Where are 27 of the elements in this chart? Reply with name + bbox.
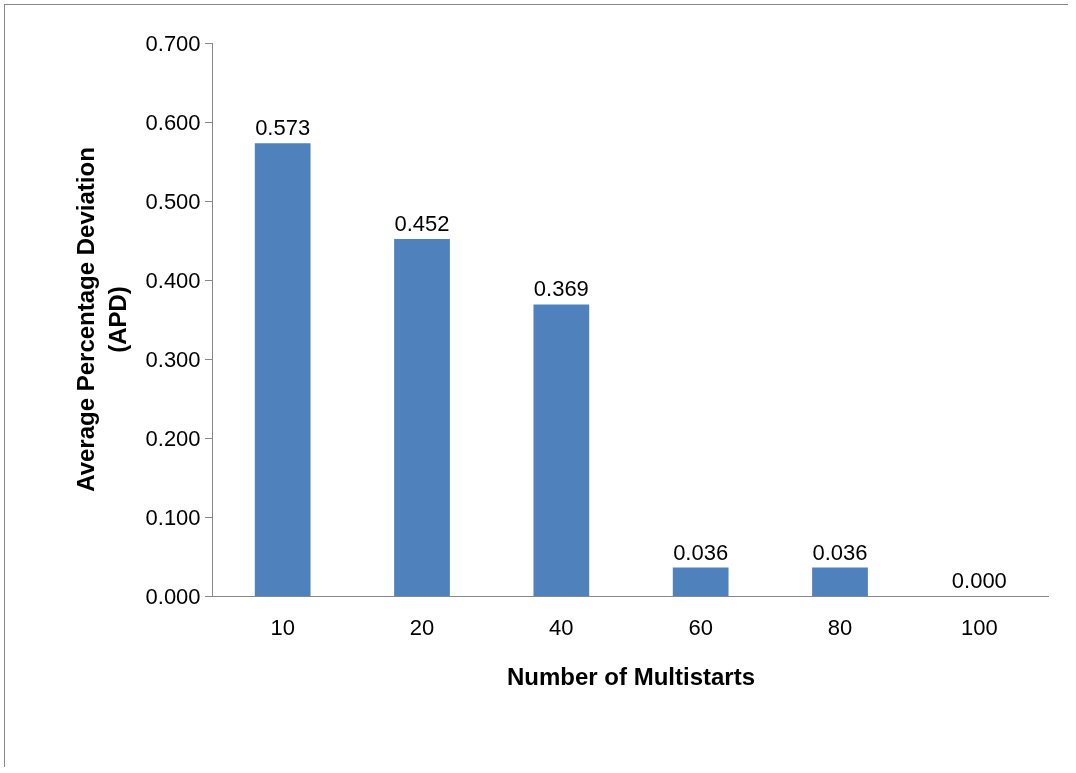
bar [394,238,450,596]
x-tick-label: 100 [960,615,998,641]
data-label: 0.036 [812,539,868,565]
data-label: 0.573 [255,115,311,141]
x-tick-label: 10 [270,615,295,641]
data-label: 0.452 [394,210,450,236]
y-tick-label: 0.300 [145,346,201,372]
bar [672,567,729,596]
x-tick-label: 20 [409,615,435,641]
y-tick-label: 0.000 [145,583,201,609]
bar [812,567,868,596]
y-tick-label: 0.600 [145,109,201,135]
y-tick-label: 0.200 [145,425,201,451]
data-label: 0.000 [951,568,1007,593]
x-tick-label: 60 [688,615,713,641]
x-tick-label: 80 [827,615,853,641]
y-tick-label: 0.700 [145,30,201,56]
y-tick-label: 0.100 [145,504,201,530]
y-axis-title: Average Percentage Deviation (APD) [72,147,131,492]
x-tick-label: 40 [549,615,574,641]
bar [254,143,311,596]
data-label: 0.036 [673,539,729,565]
x-axis-title: Number of Multistarts [506,662,756,690]
data-label: 0.369 [533,276,589,302]
y-tick-label: 0.500 [145,188,201,214]
bar [533,304,590,596]
y-tick-label: 0.400 [145,267,201,293]
